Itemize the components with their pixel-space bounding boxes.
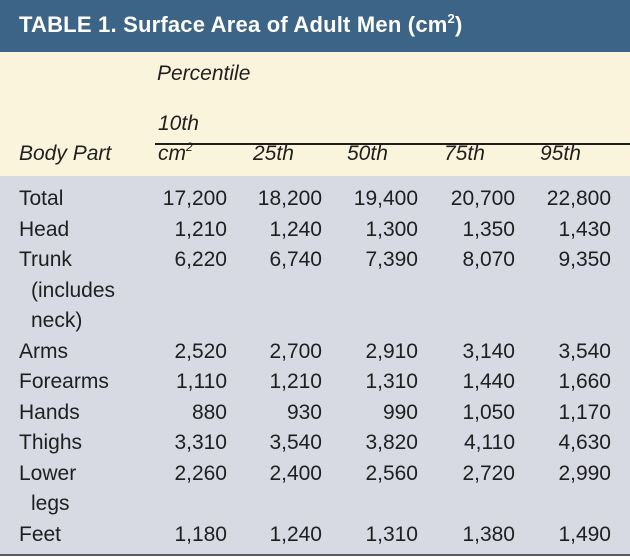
- value-cell: 2,400: [269, 461, 322, 485]
- row-label-line: Arms: [19, 339, 68, 363]
- row-label: Forearms: [19, 367, 109, 398]
- value-cell: 2,520: [174, 339, 227, 363]
- value-cell: 6,740: [269, 248, 322, 271]
- value-cell: 2,560: [365, 461, 418, 485]
- value-cell: 1,050: [462, 400, 515, 424]
- row-label: Arms: [19, 337, 68, 368]
- value-cell: 1,660: [558, 370, 611, 393]
- value-cell: 1,300: [365, 217, 418, 241]
- value-cell: 880: [191, 400, 227, 424]
- col-75th-header: 75th: [444, 142, 485, 165]
- percentile-header: Percentile: [157, 62, 251, 85]
- table-title-close: ): [454, 12, 463, 37]
- value-cell: 3,540: [558, 339, 611, 363]
- value-cell: 19,400: [353, 187, 418, 210]
- table-row: Total 17,200 18,200 19,400 20,700 22,800: [0, 184, 630, 215]
- value-cell: 2,910: [365, 339, 418, 363]
- table-row: Arms 2,520 2,700 2,910 3,140 3,540: [0, 337, 630, 368]
- row-label: Hands: [19, 398, 80, 429]
- value-cell: 8,070: [462, 248, 515, 271]
- row-label-line: Trunk: [19, 248, 72, 271]
- table-bottom-rule: [0, 554, 630, 556]
- value-cell: 1,440: [462, 370, 515, 393]
- col-50th-header: 50th: [347, 142, 388, 165]
- row-label-line: (includes: [31, 278, 116, 302]
- row-label-line: legs: [31, 492, 70, 515]
- row-label-line: Feet: [19, 522, 62, 546]
- value-cell: 1,210: [269, 370, 322, 393]
- value-cell: 1,350: [462, 217, 515, 241]
- row-label: Feet: [19, 520, 61, 551]
- value-cell: 3,310: [174, 431, 227, 454]
- value-cell: 990: [382, 400, 418, 424]
- table-row: Hands 880 930 990 1,050 1,170: [0, 398, 630, 429]
- value-cell: 4,630: [558, 431, 611, 454]
- table-row: Head 1,210 1,240 1,300 1,350 1,430: [0, 215, 630, 246]
- row-label: Lower legs: [19, 459, 76, 520]
- table-title-bar: TABLE 1. Surface Area of Adult Men (cm2): [0, 0, 630, 52]
- table-title-superscript: 2: [447, 11, 455, 26]
- value-cell: 22,800: [546, 187, 611, 210]
- row-label-line: Thighs: [19, 431, 83, 454]
- value-cell: 3,820: [365, 431, 418, 454]
- value-cell: 2,260: [174, 461, 227, 485]
- value-cell: 1,210: [174, 217, 227, 241]
- value-cell: 2,990: [558, 461, 611, 485]
- value-cell: 1,380: [462, 522, 515, 546]
- table-row: Trunk (includes neck) 6,220 6,740 7,390 8,070 9…: [0, 245, 630, 337]
- value-cell: 2,720: [462, 461, 515, 485]
- table-row: Lower legs 2,260 2,400 2,560 2,720 2,990: [0, 459, 630, 520]
- value-cell: 18,200: [257, 187, 322, 210]
- value-cell: 1,180: [174, 522, 227, 546]
- value-cell: 1,170: [558, 400, 611, 424]
- value-cell: 2,700: [269, 339, 322, 363]
- row-label-line: Lower: [19, 461, 77, 485]
- row-label-line: Forearms: [19, 370, 109, 393]
- row-label: Trunk (includes neck): [19, 245, 115, 337]
- value-cell: 20,700: [450, 187, 515, 210]
- value-cell: 6,220: [174, 248, 227, 271]
- value-cell: 3,140: [462, 339, 515, 363]
- value-cell: 3,540: [269, 431, 322, 454]
- value-cell: 17,200: [162, 187, 227, 210]
- table-header: Percentile Body Part 10th cm2 25th 50th …: [0, 52, 630, 176]
- value-cell: 1,430: [558, 217, 611, 241]
- col-10th-unit: cm2: [158, 140, 193, 166]
- row-label: Total: [19, 184, 63, 215]
- value-cell: 7,390: [365, 248, 418, 271]
- value-cell: 1,110: [176, 370, 227, 393]
- table-row: Forearms 1,110 1,210 1,310 1,440 1,660: [0, 367, 630, 398]
- table-title: TABLE 1. Surface Area of Adult Men (cm2): [19, 12, 462, 38]
- col-10th-header: 10th: [158, 112, 199, 135]
- table-body: [0, 176, 630, 554]
- col-25th-header: 25th: [253, 142, 294, 165]
- table-row: Feet 1,180 1,240 1,310 1,380 1,490: [0, 520, 630, 551]
- col-10th-unit-text: cm: [158, 142, 186, 165]
- row-label-line: Head: [19, 217, 70, 241]
- row-label-line: neck): [31, 309, 83, 332]
- row-label-line: Total: [19, 187, 64, 210]
- row-label-line: Hands: [19, 400, 80, 424]
- table-row: Thighs 3,310 3,540 3,820 4,110 4,630: [0, 428, 630, 459]
- body-part-header: Body Part: [19, 142, 112, 165]
- value-cell: 1,240: [269, 217, 322, 241]
- table-title-text: TABLE 1. Surface Area of Adult Men (cm: [19, 12, 448, 37]
- col-10th-unit-superscript: 2: [186, 140, 193, 154]
- value-cell: 1,310: [365, 522, 418, 546]
- header-rule: [155, 143, 630, 145]
- col-95th-header: 95th: [540, 142, 581, 165]
- value-cell: 1,310: [365, 370, 418, 393]
- value-cell: 1,490: [558, 522, 611, 546]
- value-cell: 4,110: [464, 431, 515, 454]
- row-label: Thighs: [19, 428, 82, 459]
- value-cell: 930: [286, 400, 322, 424]
- value-cell: 1,240: [269, 522, 322, 546]
- value-cell: 9,350: [558, 248, 611, 271]
- row-label: Head: [19, 215, 69, 246]
